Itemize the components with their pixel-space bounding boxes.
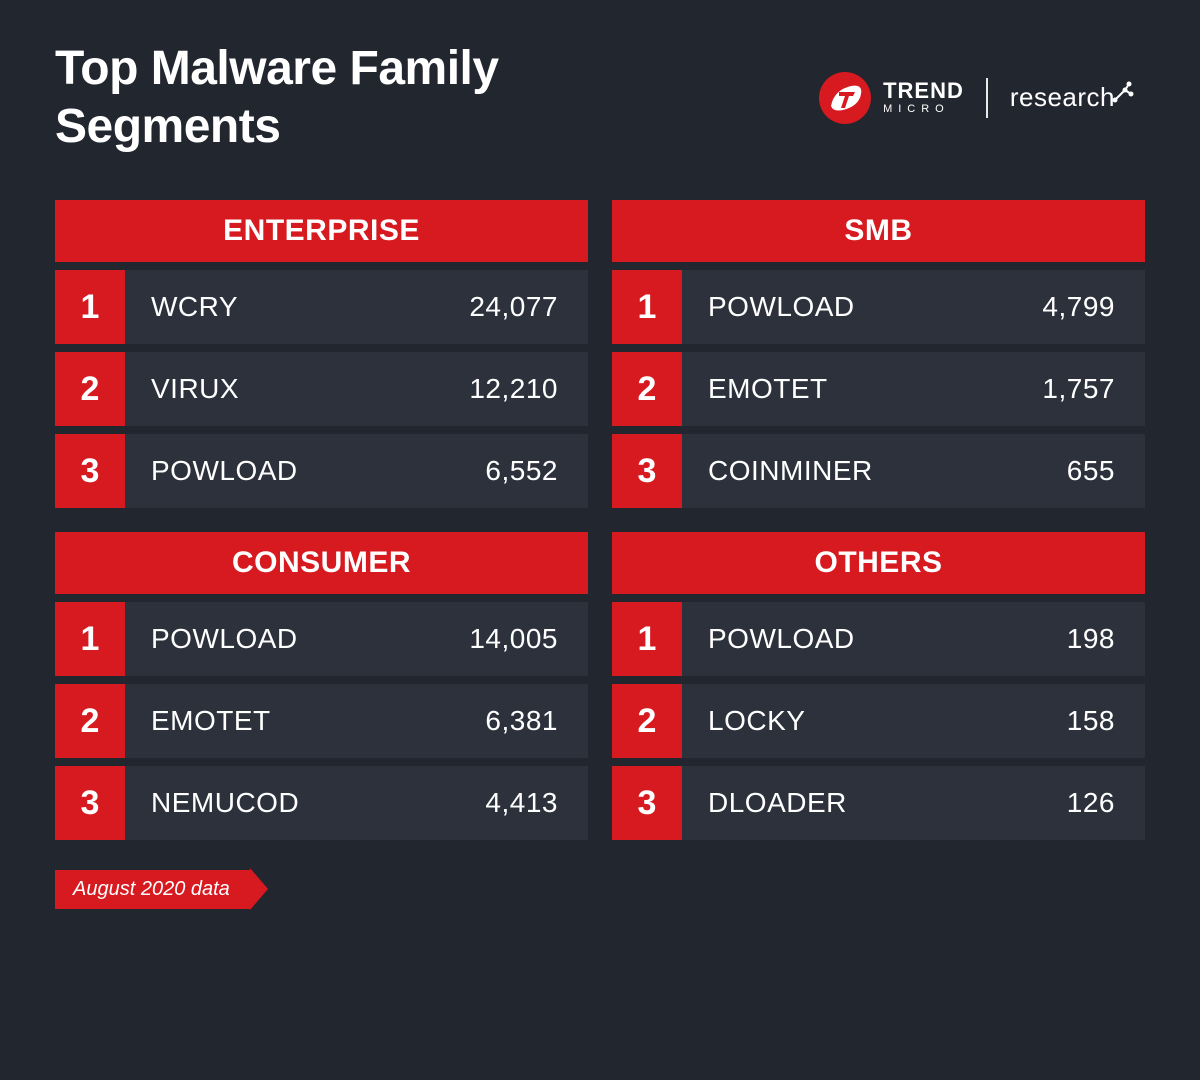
segment-consumer: CONSUMER 1 POWLOAD 14,005 2 EMOTET 6,381… — [55, 532, 588, 840]
malware-count: 158 — [1067, 684, 1145, 758]
malware-count: 198 — [1067, 602, 1145, 676]
rank-badge: 1 — [55, 270, 125, 344]
malware-name: LOCKY — [682, 684, 1067, 758]
rank-badge: 3 — [55, 434, 125, 508]
rank-badge: 1 — [612, 602, 682, 676]
page: Top Malware Family Segments TREND MICRO … — [0, 0, 1200, 940]
rank-badge: 3 — [55, 766, 125, 840]
malware-name: EMOTET — [682, 352, 1042, 426]
header: Top Malware Family Segments TREND MICRO … — [55, 40, 1145, 155]
footer-date-tag: August 2020 data — [55, 868, 268, 910]
rank-badge: 3 — [612, 766, 682, 840]
segment-header: SMB — [612, 200, 1145, 262]
malware-count: 24,077 — [469, 270, 588, 344]
malware-name: POWLOAD — [125, 602, 469, 676]
malware-count: 4,413 — [485, 766, 588, 840]
brand-group: TREND MICRO research — [819, 72, 1145, 124]
segment-smb: SMB 1 POWLOAD 4,799 2 EMOTET 1,757 3 COI… — [612, 200, 1145, 508]
malware-count: 1,757 — [1042, 352, 1145, 426]
brand-name-big: TREND — [883, 80, 964, 102]
research-spark-icon — [1111, 80, 1135, 104]
malware-count: 126 — [1067, 766, 1145, 840]
malware-count: 6,381 — [485, 684, 588, 758]
table-row: 1 WCRY 24,077 — [55, 270, 588, 344]
rank-badge: 2 — [612, 352, 682, 426]
malware-name: WCRY — [125, 270, 469, 344]
malware-name: COINMINER — [682, 434, 1067, 508]
table-row: 2 VIRUX 12,210 — [55, 352, 588, 426]
rank-badge: 2 — [612, 684, 682, 758]
table-row: 3 NEMUCOD 4,413 — [55, 766, 588, 840]
malware-name: POWLOAD — [682, 602, 1067, 676]
page-title: Top Malware Family Segments — [55, 40, 499, 155]
table-row: 1 POWLOAD 198 — [612, 602, 1145, 676]
malware-name: EMOTET — [125, 684, 485, 758]
title-line-2: Segments — [55, 100, 280, 153]
table-row: 1 POWLOAD 4,799 — [612, 270, 1145, 344]
table-row: 1 POWLOAD 14,005 — [55, 602, 588, 676]
research-text: research — [1010, 82, 1115, 113]
malware-count: 6,552 — [485, 434, 588, 508]
malware-name: POWLOAD — [682, 270, 1042, 344]
rank-badge: 2 — [55, 684, 125, 758]
table-row: 3 COINMINER 655 — [612, 434, 1145, 508]
malware-count: 12,210 — [469, 352, 588, 426]
table-row: 3 POWLOAD 6,552 — [55, 434, 588, 508]
segments-grid: ENTERPRISE 1 WCRY 24,077 2 VIRUX 12,210 … — [55, 200, 1145, 840]
rank-badge: 1 — [55, 602, 125, 676]
segment-header: ENTERPRISE — [55, 200, 588, 262]
malware-count: 655 — [1067, 434, 1145, 508]
research-label: research — [1010, 82, 1135, 113]
malware-name: DLOADER — [682, 766, 1067, 840]
segment-others: OTHERS 1 POWLOAD 198 2 LOCKY 158 3 DLOAD… — [612, 532, 1145, 840]
rank-badge: 2 — [55, 352, 125, 426]
brand-logo: TREND MICRO — [819, 72, 964, 124]
table-row: 2 LOCKY 158 — [612, 684, 1145, 758]
title-line-1: Top Malware Family — [55, 42, 499, 95]
brand-text: TREND MICRO — [883, 80, 964, 115]
malware-count: 14,005 — [469, 602, 588, 676]
segment-header: CONSUMER — [55, 532, 588, 594]
segment-header: OTHERS — [612, 532, 1145, 594]
rank-badge: 1 — [612, 270, 682, 344]
table-row: 3 DLOADER 126 — [612, 766, 1145, 840]
rank-badge: 3 — [612, 434, 682, 508]
footer-date-text: August 2020 data — [55, 870, 250, 909]
table-row: 2 EMOTET 6,381 — [55, 684, 588, 758]
malware-name: POWLOAD — [125, 434, 485, 508]
brand-divider — [986, 78, 988, 118]
malware-count: 4,799 — [1042, 270, 1145, 344]
malware-name: VIRUX — [125, 352, 469, 426]
malware-name: NEMUCOD — [125, 766, 485, 840]
segment-enterprise: ENTERPRISE 1 WCRY 24,077 2 VIRUX 12,210 … — [55, 200, 588, 508]
trend-micro-logo-icon — [819, 72, 871, 124]
table-row: 2 EMOTET 1,757 — [612, 352, 1145, 426]
brand-name-small: MICRO — [883, 104, 964, 115]
